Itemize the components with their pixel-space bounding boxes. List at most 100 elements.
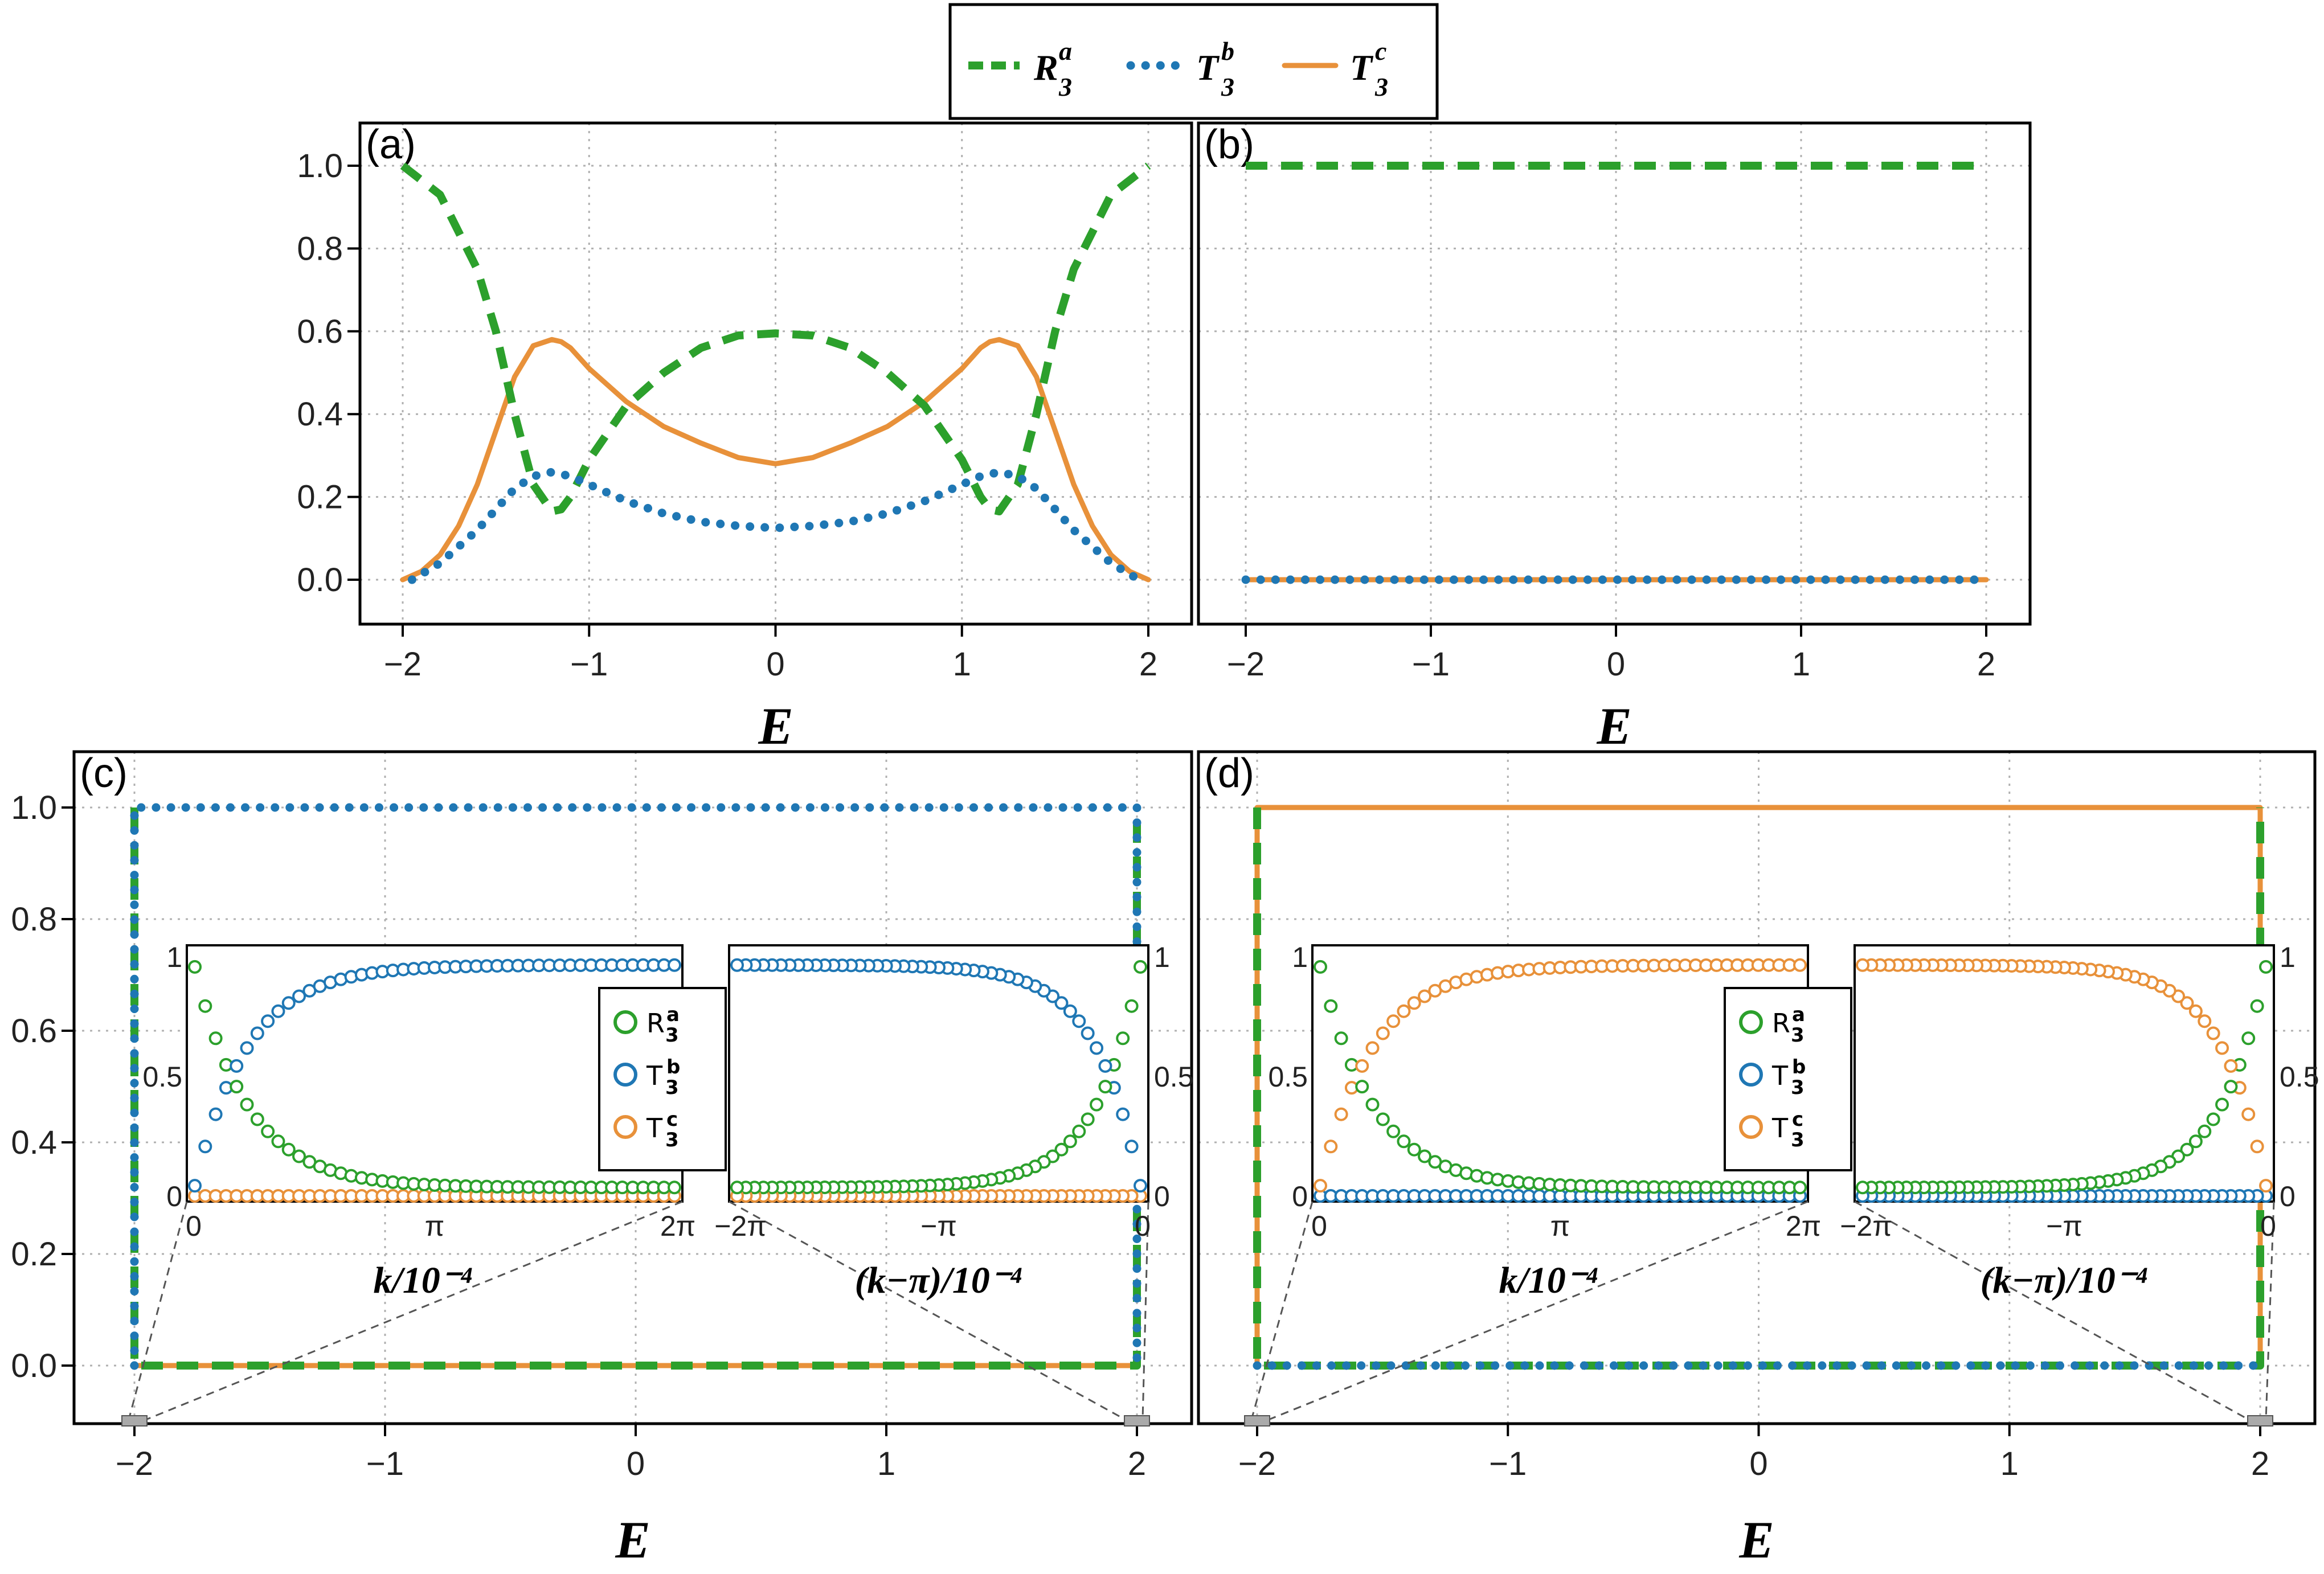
inset-marker-Tc xyxy=(2206,1026,2220,1040)
inset-y-tick: 1 xyxy=(1292,941,1308,973)
zoom-guide-line xyxy=(1854,1200,2249,1421)
inset-marker-Tc xyxy=(1314,1179,1327,1193)
inset-marker-R xyxy=(2224,1080,2238,1094)
inset-marker-R xyxy=(1386,1124,1401,1138)
inset-legend-label: T xyxy=(1771,1113,1789,1143)
inset-legend-sup: b xyxy=(666,1056,680,1079)
inset-marker-Tc xyxy=(1324,1139,1338,1154)
inset-marker-R xyxy=(1355,1080,1369,1094)
inset-marker-Tb xyxy=(1098,1059,1112,1073)
inset-legend-marker xyxy=(613,1010,637,1034)
x-tick-label: 1 xyxy=(877,1445,895,1482)
inset-marker-Tc xyxy=(1793,958,1807,972)
x-tick-label: 2 xyxy=(1128,1445,1146,1482)
inset-marker-R xyxy=(1063,1134,1077,1149)
inset-marker-R xyxy=(271,1134,285,1149)
inset-marker-Tb xyxy=(730,958,744,972)
inset-marker-R xyxy=(2180,1142,2194,1157)
inset-marker-R xyxy=(2259,960,2273,974)
inset-legend-label: T xyxy=(646,1060,663,1091)
x-tick-label: −1 xyxy=(366,1445,404,1482)
inset-marker-R xyxy=(668,1180,681,1195)
x-tick-label: 2 xyxy=(1977,646,1995,683)
inset-marker-R xyxy=(198,999,212,1013)
x-tick-label: 1 xyxy=(2000,1445,2019,1482)
inset-marker-R xyxy=(2188,1134,2203,1149)
y-tick-label: 1.0 xyxy=(297,147,343,185)
y-tick-label: 0.6 xyxy=(297,313,343,350)
inset-marker-Tc xyxy=(1397,1004,1411,1018)
inset-marker-R xyxy=(1054,1142,1069,1157)
inset-legend-marker xyxy=(613,1115,637,1139)
inset-marker-Tb xyxy=(271,1004,285,1018)
legend-label: T xyxy=(1350,47,1374,88)
inset-marker-R xyxy=(230,1080,244,1094)
inset-y-tick: 0 xyxy=(1154,1180,1170,1212)
inset-marker-Tb xyxy=(230,1059,244,1073)
inset-marker-Tb xyxy=(292,989,306,1003)
inset-marker-R xyxy=(250,1112,264,1126)
panel-label: (a) xyxy=(366,122,416,167)
y-tick-label: 0.8 xyxy=(11,901,57,938)
inset-legend-label: T xyxy=(1771,1060,1789,1091)
inset-marker-Tb xyxy=(1081,1026,1095,1040)
x-tick-label: 2 xyxy=(2251,1445,2269,1482)
inset-marker-Tb xyxy=(281,996,296,1010)
legend-sub: 3 xyxy=(1058,72,1072,101)
inset-c: 0 00.5 0.51 10 π 2π −2π −π 0k/10⁻⁴ (k−π)/10⁻⁴R a3T… xyxy=(121,941,1194,1427)
inset-legend-marker xyxy=(613,1063,637,1087)
inset-legend-sup: a xyxy=(666,1003,680,1026)
inset-marker-R xyxy=(1090,1097,1104,1112)
inset-legend-marker xyxy=(1739,1115,1763,1139)
inset-marker-R xyxy=(2250,999,2264,1013)
inset-legend-sub: 3 xyxy=(665,1076,679,1099)
inset-x-tick: 2π xyxy=(1786,1210,1821,1242)
plot-frame xyxy=(1197,750,2317,1425)
inset-marker-R xyxy=(1376,1112,1390,1126)
inset-marker-R xyxy=(1397,1134,1411,1149)
inset-legend-sub: 3 xyxy=(665,1024,679,1047)
inset-marker-Tb xyxy=(1072,1014,1086,1028)
zoom-guide-line xyxy=(1250,1201,1314,1420)
zoom-guide-line xyxy=(128,1201,188,1420)
legend-sup: b xyxy=(1221,36,1234,65)
inset-legend-sub: 3 xyxy=(665,1129,679,1151)
inset-marker-Tb xyxy=(250,1026,264,1040)
inset-x-tick: −π xyxy=(920,1210,957,1242)
x-axis-label: E xyxy=(1596,697,1631,755)
panel-a: −2 −1 0 1 2 0.0 0.2 0.4 0.6 0.8 1.0 (a) E xyxy=(297,121,1193,755)
x-tick-label: 0 xyxy=(1607,646,1625,683)
zoom-guide-line xyxy=(1268,1200,1809,1421)
y-tick-label: 0.2 xyxy=(297,479,343,516)
inset-marker-R xyxy=(1314,960,1327,974)
inset-marker-R xyxy=(1116,1031,1130,1046)
y-tick-label: 0.4 xyxy=(11,1124,57,1161)
x-tick-label: 0 xyxy=(627,1445,645,1482)
zoom-guide-line xyxy=(145,1200,683,1421)
inset-x-tick: 2π xyxy=(660,1210,695,1242)
x-axis-label: E xyxy=(615,1511,650,1569)
inset-marker-Tc xyxy=(1376,1026,1390,1040)
inset-y-tick: 0 xyxy=(166,1180,182,1212)
inset-marker-Tc xyxy=(2198,1014,2212,1028)
inset-marker-Tb xyxy=(208,1107,223,1121)
inset-marker-Tc xyxy=(2180,996,2194,1010)
legend-sub: 3 xyxy=(1221,72,1234,101)
inset-y-tick: 1 xyxy=(166,941,182,973)
inset-marker-Tb xyxy=(668,958,681,972)
inset-x-tick: 0 xyxy=(2260,1210,2276,1242)
inset-legend-sup: b xyxy=(1792,1056,1806,1079)
inset-x-tick: π xyxy=(1550,1210,1570,1242)
inset-d: 0 00.5 0.51 10 π 2π −2π −π 0k/10⁻⁴ (k−π)/10⁻⁴R a3T… xyxy=(1244,941,2319,1427)
inset-legend-sub: 3 xyxy=(1791,1129,1805,1151)
inset-marker-Tc xyxy=(1334,1107,1348,1121)
inset-x-tick: 0 xyxy=(1311,1210,1327,1242)
inset-marker-Tc xyxy=(1365,1041,1380,1055)
inset-marker-R xyxy=(1324,999,1338,1013)
inset-marker-R xyxy=(1407,1142,1421,1157)
x-tick-label: 1 xyxy=(1792,646,1810,683)
series-line-T3b xyxy=(407,468,1144,584)
x-tick-label: 0 xyxy=(766,646,784,683)
inset-x-tick: −2π xyxy=(714,1210,767,1242)
